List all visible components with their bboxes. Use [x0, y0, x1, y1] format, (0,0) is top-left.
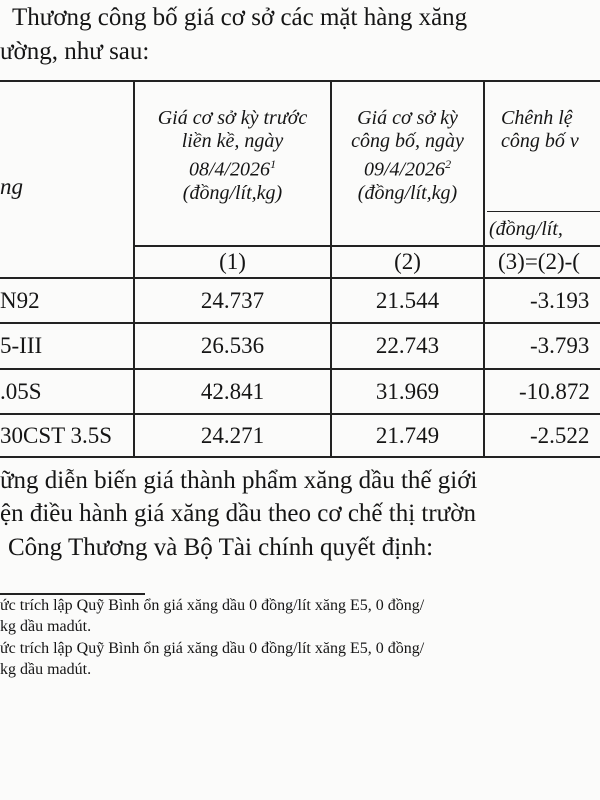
prev-price-cell: 42.841	[200, 379, 265, 404]
header-date: 09/4/20262	[332, 153, 483, 182]
table-border	[0, 368, 600, 370]
footnote-ref: 2	[445, 157, 452, 171]
header-text: công bố, ngày	[351, 130, 464, 152]
table-border	[0, 80, 600, 82]
index-cell: (2)	[394, 249, 421, 274]
footnote-1: ức trích lập Quỹ Bình ổn giá xăng dầu 0 …	[0, 597, 425, 614]
product-cell: 5-III	[0, 333, 43, 358]
paragraph-line: Công Thương và Bộ Tài chính quyết định:	[8, 534, 434, 561]
footnote-2-cont: kg dầu madút.	[0, 661, 92, 678]
header-date-text: 08/4/2026	[188, 158, 271, 181]
curr-price-cell: 22.743	[375, 333, 440, 358]
table-border	[330, 80, 332, 458]
index-cell: (3)=(2)-(	[498, 249, 580, 274]
header-diff: Chênh lệ công bố v	[501, 107, 579, 153]
header-text: Chênh lệ	[501, 107, 573, 129]
curr-price-cell: 21.749	[375, 423, 440, 448]
header-text: Giá cơ sở kỳ trước	[157, 107, 308, 129]
header-date-text: 09/4/2026	[363, 158, 446, 181]
header-unit: (đồng/lít,kg)	[357, 181, 458, 204]
header-diff-unit: (đồng/lít,	[489, 218, 563, 240]
footnote-2: ức trích lập Quỹ Bình ổn giá xăng dầu 0 …	[0, 640, 425, 657]
header-unit: (đồng/lít,kg)	[182, 181, 283, 204]
footnote-1-cont: kg dầu madút.	[0, 618, 92, 635]
header-date: 08/4/20261	[135, 153, 330, 182]
footnote-ref: 1	[270, 157, 277, 171]
table-border	[0, 322, 600, 324]
product-cell: N92	[0, 288, 40, 313]
table-border	[135, 245, 600, 247]
diff-cell: -3.793	[530, 333, 590, 358]
prev-price-cell: 24.737	[200, 288, 265, 313]
diff-cell: -10.872	[519, 379, 590, 404]
prev-price-cell: 26.536	[200, 333, 265, 358]
curr-price-cell: 31.969	[375, 379, 440, 404]
price-table: ng Giá cơ sở kỳ trước liền kề, ngày 08/4…	[0, 80, 600, 458]
header-prev-price: Giá cơ sở kỳ trước liền kề, ngày 08/4/20…	[135, 107, 330, 205]
header-text: liền kề, ngày	[181, 130, 284, 152]
product-cell: 30CST 3.5S	[0, 423, 113, 448]
paragraph-line: ững diễn biến giá thành phẩm xăng dầu th…	[0, 467, 478, 494]
header-curr-price: Giá cơ sở kỳ công bố, ngày 09/4/20262 (đ…	[332, 107, 483, 205]
diff-cell: -2.522	[530, 423, 590, 448]
intro-line-2: ường, như sau:	[0, 38, 150, 65]
table-border	[133, 80, 135, 458]
table-border	[483, 80, 485, 458]
table-border	[0, 456, 600, 458]
intro-line-1: Thương công bố giá cơ sở các mặt hàng xă…	[12, 4, 468, 31]
curr-price-cell: 21.544	[375, 288, 440, 313]
product-cell: .05S	[0, 379, 42, 404]
table-border	[0, 413, 600, 415]
header-text: Giá cơ sở kỳ	[357, 107, 458, 129]
footnote-separator	[0, 593, 145, 595]
index-cell: (1)	[219, 249, 246, 274]
table-border	[0, 277, 600, 279]
diff-cell: -3.193	[530, 288, 590, 313]
header-product: ng	[0, 174, 23, 199]
paragraph-line: ện điều hành giá xăng dầu theo cơ chế th…	[0, 500, 476, 527]
prev-price-cell: 24.271	[200, 423, 265, 448]
header-text: công bố v	[501, 130, 579, 152]
table-border	[487, 211, 600, 212]
